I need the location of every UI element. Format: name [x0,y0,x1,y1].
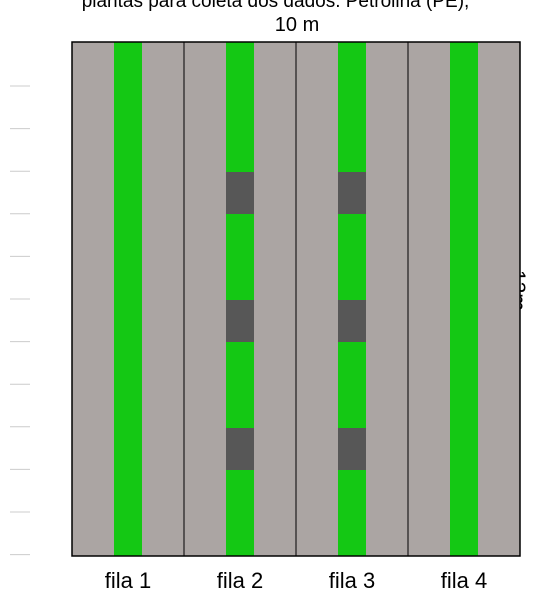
field-border [71,41,521,557]
missing-plant-gap [226,428,254,470]
width-dimension-label: 10 m [274,14,320,36]
left-tick-marks [10,85,30,556]
plant-strip [338,42,366,556]
figure-caption: plantas para coleta dos dados. Petrolina… [81,0,470,12]
plant-strip [114,42,142,556]
missing-plant-gap [338,300,366,342]
row-label: fila 1 [105,568,151,593]
row-label: fila 4 [441,568,487,593]
row-label: fila 3 [329,568,375,593]
row-label: fila 2 [217,568,263,593]
row-labels: fila 1 fila 2 fila 3 fila 4 [105,568,487,593]
missing-plant-gap [226,172,254,214]
field-plot [71,41,521,557]
missing-plant-gap [338,172,366,214]
plant-strip [450,42,478,556]
missing-plant-gap [338,428,366,470]
missing-plant-gap [226,300,254,342]
plant-strip [226,42,254,556]
